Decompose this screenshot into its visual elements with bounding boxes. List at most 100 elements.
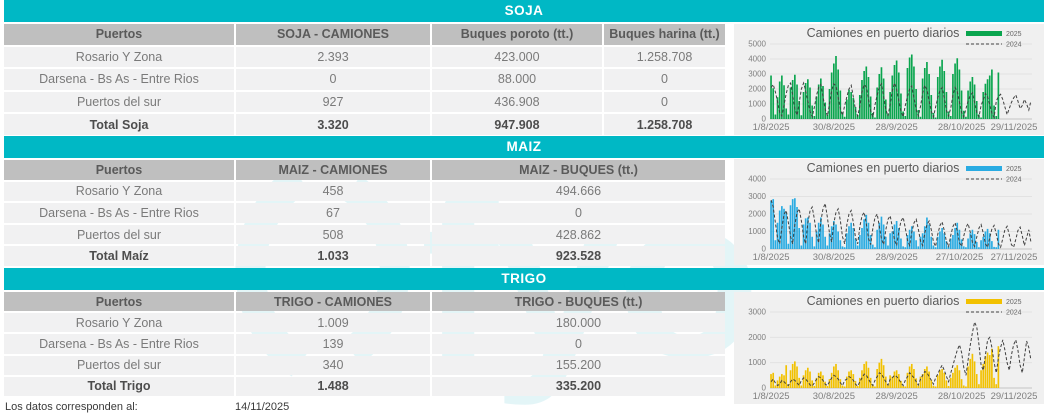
chart-title: Camiones en puerto diarios [807, 26, 960, 40]
table-header-cell: Puertos [4, 292, 234, 312]
soja-chart-panel: 0 1000 2000 3000 4000 5000 Camiones en puerto … [734, 24, 1044, 135]
x-axis-tick-label: 29/11/2025 [991, 122, 1038, 133]
footer-date: 14/11/2025 [235, 401, 290, 413]
table-header-cell: TRIGO - CAMIONES [236, 292, 430, 312]
table-cell: 0 [432, 334, 725, 354]
y-axis-tick-label: 3000 [748, 70, 766, 79]
chart-title: Camiones en puerto diarios [807, 161, 960, 175]
table-cell: 508 [236, 224, 430, 245]
x-axis-tick-label: 28/9/2025 [876, 391, 918, 402]
table-cell: 67 [236, 203, 430, 223]
table-cell: 88.000 [432, 69, 602, 90]
table-cell: 428.862 [432, 224, 725, 245]
maiz-camiones-chart: 0 1000 2000 3000 4000 Camiones en puerto diar… [748, 161, 1037, 263]
table-cell: 947.908 [432, 114, 602, 135]
maiz-table: Puertos MAIZ - CAMIONES MAIZ - BUQUES (tt.… [4, 160, 729, 266]
table-cell: 927 [236, 91, 430, 113]
table-cell: Puertos del sur [4, 91, 234, 113]
footer-label: Los datos corresponden al: [5, 401, 138, 413]
table-cell: 1.488 [236, 376, 430, 396]
table-header-cell: Buques poroto (tt.) [432, 24, 602, 45]
table-cell: 494.666 [432, 181, 725, 202]
table-header-cell: Puertos [4, 160, 234, 180]
table-cell: Total Trigo [4, 376, 234, 396]
table-header-cell: MAIZ - CAMIONES [236, 160, 430, 180]
table-row: Puertos del sur 927 436.908 0 [4, 91, 729, 113]
y-axis-tick-label: 2000 [748, 210, 766, 219]
legend-label-2025: 2025 [1006, 299, 1022, 306]
table-header-cell: SOJA - CAMIONES [236, 24, 430, 45]
bars-2025 [770, 54, 1000, 119]
table-row: Darsena - Bs As - Entre Rios 139 0 [4, 334, 729, 354]
table-row: Rosario Y Zona 458 494.666 [4, 181, 729, 202]
table-total-row: Total Soja 3.320 947.908 1.258.708 [4, 114, 729, 135]
legend-swatch-2025 [966, 31, 1002, 36]
legend-label-2024: 2024 [1006, 310, 1022, 317]
legend-label-2025: 2025 [1006, 166, 1022, 173]
y-axis-tick-label: 4000 [748, 55, 766, 64]
y-axis-tick-label: 3000 [748, 308, 766, 317]
table-cell: 923.528 [432, 246, 725, 266]
table-row: Darsena - Bs As - Entre Rios 67 0 [4, 203, 729, 223]
y-axis-tick-label: 2000 [748, 333, 766, 342]
trigo-chart-panel: 0 1000 2000 3000 Camiones en puerto diarios 2… [734, 292, 1044, 404]
table-cell: 0 [432, 203, 725, 223]
table-cell: 0 [236, 69, 430, 90]
table-header-cell: TRIGO - BUQUES (tt.) [432, 292, 725, 312]
table-cell: 335.200 [432, 376, 725, 396]
y-axis-tick-label: 5000 [748, 40, 766, 49]
table-cell: 155.200 [432, 355, 725, 375]
x-axis-tick-label: 28/9/2025 [876, 252, 918, 263]
table-header-row: Puertos SOJA - CAMIONES Buques poroto (tt.… [4, 24, 729, 45]
x-axis-tick-label: 30/8/2025 [813, 122, 855, 133]
x-axis-tick-label: 28/9/2025 [876, 122, 918, 133]
table-cell: Puertos del sur [4, 224, 234, 245]
table-cell: 3.320 [236, 114, 430, 135]
y-axis-tick-label: 1000 [748, 100, 766, 109]
section-band-trigo: TRIGO [4, 268, 1044, 290]
table-header-cell: Puertos [4, 24, 234, 45]
x-axis-tick-label: 28/10/2025 [938, 391, 986, 402]
y-axis-tick-label: 3000 [748, 192, 766, 201]
table-cell: Total Maíz [4, 246, 234, 266]
x-axis-tick-label: 1/8/2025 [753, 391, 790, 402]
section-band-soja: SOJA [4, 0, 1044, 22]
soja-table: Puertos SOJA - CAMIONES Buques poroto (tt.… [4, 24, 729, 135]
table-row: Darsena - Bs As - Entre Rios 0 88.000 0 [4, 69, 729, 90]
table-cell: 423.000 [432, 46, 602, 68]
table-row: Puertos del sur 340 155.200 [4, 355, 729, 375]
y-axis-tick-label: 0 [762, 245, 767, 254]
table-header-cell: MAIZ - BUQUES (tt.) [432, 160, 725, 180]
table-header-row: Puertos MAIZ - CAMIONES MAIZ - BUQUES (tt.… [4, 160, 729, 180]
legend-swatch-2025 [966, 299, 1002, 304]
x-axis-tick-label: 27/10/2025 [936, 252, 984, 263]
x-axis-tick-label: 30/8/2025 [813, 252, 855, 263]
table-cell: Rosario Y Zona [4, 313, 234, 333]
trigo-table: Puertos TRIGO - CAMIONES TRIGO - BUQUES (t… [4, 292, 729, 396]
section-band-maiz: MAIZ [4, 136, 1044, 158]
legend-label-2024: 2024 [1006, 42, 1022, 49]
table-cell: 458 [236, 181, 430, 202]
bars-2025 [770, 346, 1000, 388]
table-total-row: Total Maíz 1.033 923.528 [4, 246, 729, 266]
x-axis-tick-label: 30/8/2025 [813, 391, 855, 402]
table-cell: 0 [604, 69, 725, 90]
table-cell: 1.258.708 [604, 114, 725, 135]
table-cell: 1.258.708 [604, 46, 725, 68]
chart-title: Camiones en puerto diarios [807, 294, 960, 308]
legend-swatch-2025 [966, 166, 1002, 171]
table-cell: 340 [236, 355, 430, 375]
table-row: Puertos del sur 508 428.862 [4, 224, 729, 245]
table-header-cell: Buques harina (tt.) [604, 24, 725, 45]
table-cell: Darsena - Bs As - Entre Rios [4, 334, 234, 354]
footer: Los datos corresponden al: 14/11/2025 [5, 401, 289, 413]
table-cell: 139 [236, 334, 430, 354]
y-axis-tick-label: 1000 [748, 227, 766, 236]
table-total-row: Total Trigo 1.488 335.200 [4, 376, 729, 396]
table-cell: Rosario Y Zona [4, 181, 234, 202]
y-axis-tick-label: 0 [762, 115, 767, 124]
table-header-row: Puertos TRIGO - CAMIONES TRIGO - BUQUES (t… [4, 292, 729, 312]
line-2024 [770, 81, 1032, 120]
legend-label-2025: 2025 [1006, 31, 1022, 38]
table-cell: 436.908 [432, 91, 602, 113]
